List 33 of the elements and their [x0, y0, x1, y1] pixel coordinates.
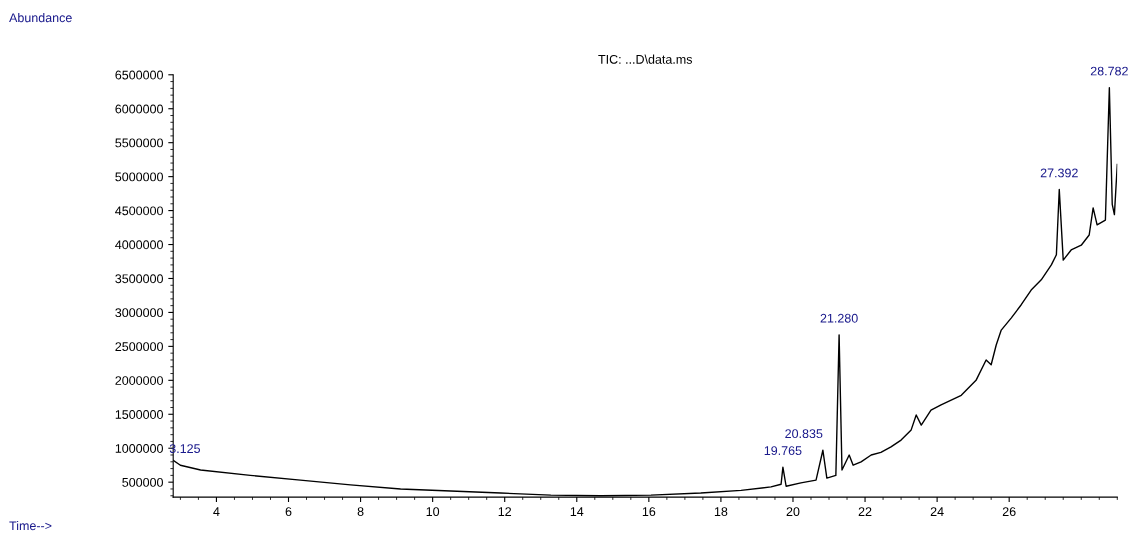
y-tick-label: 5500000 — [115, 138, 163, 148]
x-tick-label: 26 — [1002, 507, 1016, 517]
annotation: 28.782 — [1090, 66, 1128, 76]
x-tick-label: 22 — [858, 507, 872, 516]
x-tick-label: 10 — [426, 507, 440, 517]
y-tick-label: 500000 — [122, 477, 163, 487]
x-tick-label: 20 — [786, 507, 800, 517]
y-tick-label: 4000000 — [115, 240, 163, 250]
text: Time--> — [9, 520, 52, 531]
annotation: 20.835 — [785, 429, 823, 439]
x-tick-label: 24 — [930, 507, 944, 516]
annotation: 21.280 — [820, 313, 858, 323]
y-tick-label: 3500000 — [115, 274, 163, 284]
y-tick-label: 6500000 — [115, 70, 163, 80]
y-tick-label: 6000000 — [115, 104, 163, 114]
annotation: 19.765 — [764, 446, 802, 456]
y-tick-label: 4500000 — [115, 206, 163, 216]
y-tick-label: 5000000 — [115, 172, 163, 182]
chart-title: TIC: ...D\data.ms — [598, 54, 693, 64]
x-tick-label: 18 — [714, 507, 728, 517]
y-tick-label: 1000000 — [115, 444, 163, 453]
x-tick-label: 4 — [213, 507, 220, 516]
x-tick-label: 14 — [570, 507, 584, 516]
x-tick-label: 16 — [642, 507, 656, 517]
text: Abundance — [9, 13, 72, 23]
x-tick-label: 12 — [498, 507, 512, 516]
y-tick-label: 3000000 — [115, 308, 163, 318]
y-tick-label: 2000000 — [115, 376, 163, 385]
annotation: 27.392 — [1040, 168, 1078, 178]
x-tick-label: 6 — [285, 507, 292, 517]
x-tick-label: 8 — [357, 507, 364, 517]
y-tick-label: 2500000 — [115, 342, 163, 352]
y-tick-label: 1500000 — [115, 410, 163, 419]
